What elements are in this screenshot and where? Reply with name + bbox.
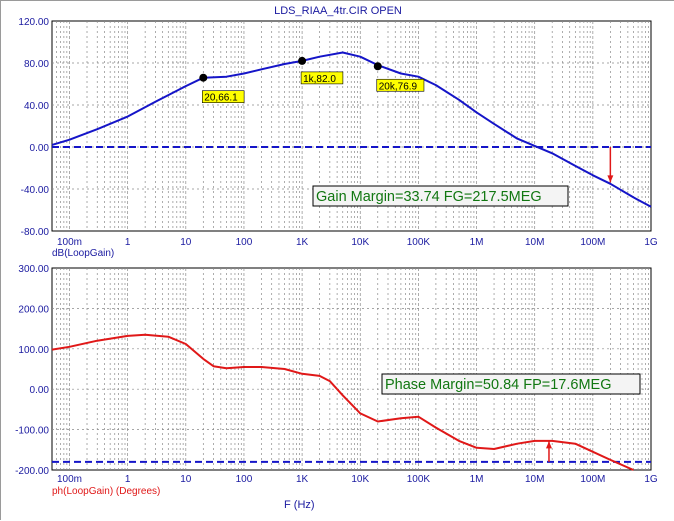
y-tick-label: -200.00: [15, 466, 49, 477]
data-marker: [373, 62, 382, 71]
y-tick-label: 300.00: [18, 264, 49, 275]
y-tick-label: 0.00: [30, 385, 50, 396]
x-tick-label: 100: [236, 474, 253, 485]
phase-trace: [51, 333, 634, 471]
x-tick-label: 1G: [644, 237, 658, 248]
x-tick-label: 1K: [296, 237, 309, 248]
y-tick-label: -80.00: [21, 227, 50, 238]
data-marker: [298, 56, 307, 65]
y-tick-label: -100.00: [15, 426, 49, 437]
x-axis-label: F (Hz): [284, 499, 315, 511]
x-tick-label: 10M: [525, 237, 544, 248]
x-tick-label: 1: [125, 474, 131, 485]
marker-label-box: [202, 90, 245, 103]
marker-label: 20,66.1: [204, 93, 238, 104]
x-tick-label: 1G: [644, 474, 658, 485]
x-tick-label: 10M: [525, 474, 544, 485]
gain-margin-annotation: Gain Margin=33.74 FG=217.5MEG: [316, 189, 542, 205]
window-title: LDS_RIAA_4tr.CIR OPEN: [274, 5, 402, 17]
gain-trace: [51, 51, 652, 208]
margin-arrow-head: [545, 441, 552, 449]
marker-label-box: [376, 78, 425, 92]
y-tick-label: 120.00: [18, 17, 49, 28]
data-marker: [199, 73, 208, 82]
marker-label: 1k,82.0: [303, 74, 336, 85]
phase-margin-annotation: Phase Margin=50.84 FP=17.6MEG: [385, 377, 612, 393]
x-tick-label: 100M: [580, 474, 605, 485]
x-tick-label: 1K: [296, 474, 309, 485]
y-tick-label: 100.00: [18, 345, 49, 356]
x-tick-label: 1: [125, 237, 131, 248]
x-tick-label: 10: [180, 474, 192, 485]
x-tick-label: 100K: [407, 237, 431, 248]
x-tick-label: 10K: [351, 474, 369, 485]
x-tick-label: 100m: [57, 237, 82, 248]
x-tick-label: 10: [180, 237, 192, 248]
marker-label: 20k,76.9: [379, 81, 418, 92]
y-axis-label: dB(LoopGain): [52, 248, 114, 259]
x-tick-label: 100m: [57, 474, 82, 485]
y-tick-label: -40.00: [21, 185, 50, 196]
margin-annotation-box: [312, 185, 569, 207]
marker-label-box: [300, 71, 344, 85]
margin-arrow-head: [607, 175, 614, 183]
x-tick-label: 1M: [470, 474, 484, 485]
x-tick-label: 100K: [407, 474, 431, 485]
x-tick-label: 10K: [351, 237, 369, 248]
y-tick-label: 0.00: [30, 143, 50, 154]
x-tick-label: 1M: [470, 237, 484, 248]
y-tick-label: 80.00: [24, 59, 49, 70]
margin-annotation-box: [381, 373, 641, 395]
y-tick-label: 40.00: [24, 101, 49, 112]
y-axis-label: ph(LoopGain) (Degrees): [52, 486, 160, 497]
y-tick-label: 200.00: [18, 304, 49, 315]
x-tick-label: 100: [236, 237, 253, 248]
x-tick-label: 100M: [580, 237, 605, 248]
